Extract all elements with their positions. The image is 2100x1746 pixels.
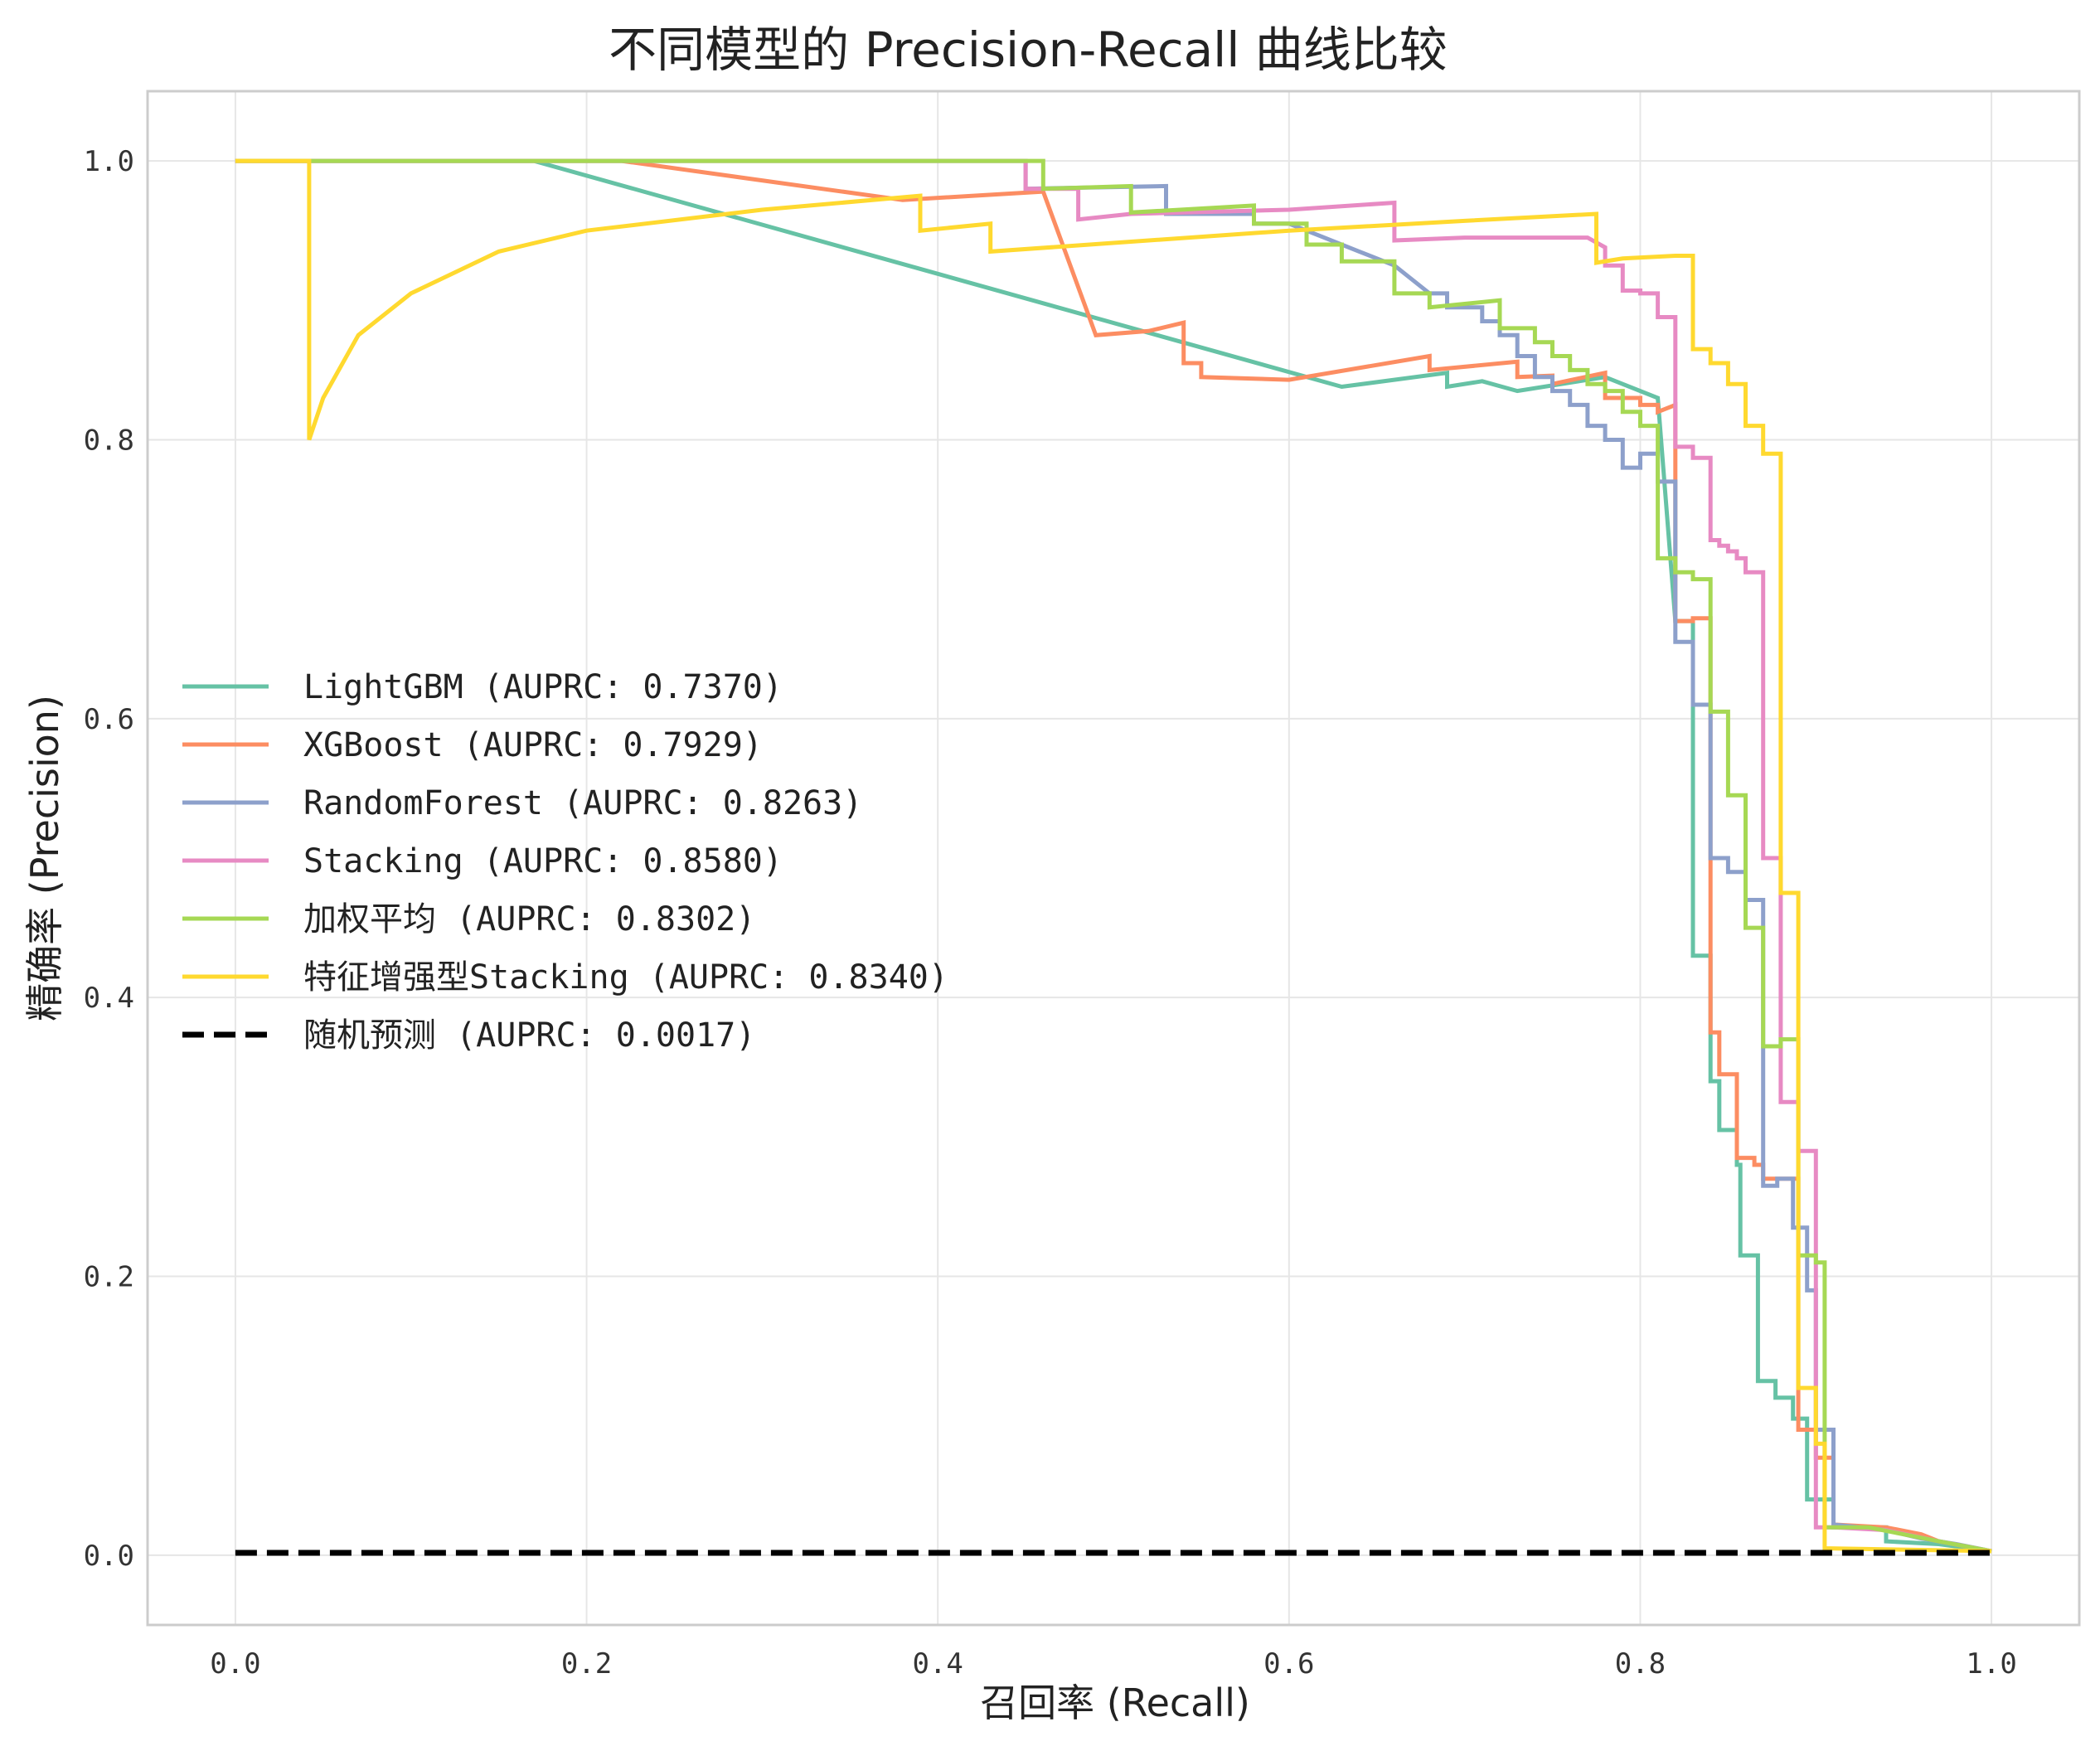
legend-label-1: XGBoost (AUPRC: 0.7929)	[303, 726, 763, 764]
series-line-4	[235, 158, 1992, 1554]
legend-label-3: Stacking (AUPRC: 0.8580)	[303, 842, 783, 880]
x-tick-label: 0.2	[561, 1647, 612, 1681]
series-line-3	[235, 158, 1992, 1554]
x-tick-label: 0.6	[1263, 1647, 1314, 1681]
legend-label-5: 特征增强型Stacking (AUPRC: 0.8340)	[303, 958, 948, 997]
y-tick-label: 1.0	[84, 145, 134, 178]
x-axis-ticks: 0.0 0.2 0.4 0.6 0.8 1.0	[210, 1647, 2017, 1681]
y-tick-label: 0.8	[84, 424, 134, 457]
legend-label-2: RandomForest (AUPRC: 0.8263)	[303, 784, 862, 822]
y-tick-label: 0.2	[84, 1261, 134, 1294]
legend-label-6: 随机预测 (AUPRC: 0.0017)	[303, 1016, 755, 1055]
y-axis-ticks: 0.0 0.2 0.4 0.6 0.8 1.0	[84, 145, 134, 1573]
y-tick-label: 0.4	[84, 982, 134, 1015]
series-line-5	[235, 158, 1992, 1554]
chart-title: 不同模型的 Precision-Recall 曲线比较	[609, 22, 1448, 78]
legend: LightGBM (AUPRC: 0.7370) XGBoost (AUPRC: …	[182, 668, 948, 1055]
y-tick-label: 0.0	[84, 1540, 134, 1573]
x-axis-label: 召回率 (Recall)	[980, 1681, 1250, 1725]
legend-label-4: 加权平均 (AUPRC: 0.8302)	[303, 900, 755, 938]
x-tick-label: 1.0	[1966, 1647, 2016, 1681]
y-axis-label: 精确率 (Precision)	[22, 695, 67, 1021]
x-tick-label: 0.4	[912, 1647, 963, 1681]
series-lines	[235, 158, 1992, 1556]
plot-frame	[146, 90, 2081, 1627]
series-line-2	[235, 158, 1992, 1554]
x-tick-label: 0.0	[210, 1647, 260, 1681]
y-tick-label: 0.6	[84, 703, 134, 736]
x-tick-label: 0.8	[1615, 1647, 1666, 1681]
legend-label-0: LightGBM (AUPRC: 0.7370)	[303, 668, 783, 706]
